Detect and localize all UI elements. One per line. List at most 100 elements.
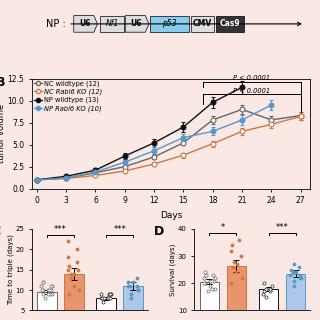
Text: Nf1: Nf1: [105, 20, 119, 28]
Point: [50, 292, 55, 297]
Point: [229, 281, 234, 286]
Point: [135, 287, 140, 292]
Point: [47, 287, 52, 292]
Bar: [259, 289, 278, 320]
Point: [67, 292, 72, 297]
Bar: [64, 274, 84, 320]
Point: [264, 286, 269, 291]
Point: [261, 281, 266, 286]
Point: [125, 284, 131, 289]
Text: B: B: [0, 76, 5, 89]
Point: [107, 296, 112, 301]
Point: [41, 279, 46, 284]
Text: ***: ***: [276, 223, 288, 232]
Point: [208, 278, 213, 283]
Point: [72, 271, 77, 276]
Text: U6: U6: [79, 20, 91, 28]
Point: [291, 284, 296, 289]
Point: [101, 300, 106, 305]
Point: [109, 292, 114, 297]
Point: [76, 267, 81, 272]
Point: [267, 286, 272, 291]
Text: C: C: [0, 225, 1, 238]
Point: [292, 262, 297, 267]
Point: [67, 263, 72, 268]
Point: [229, 243, 234, 248]
Point: [99, 296, 104, 301]
Point: [288, 267, 293, 272]
Point: [296, 264, 301, 269]
Point: [99, 292, 104, 297]
Point: [66, 267, 71, 272]
Point: [39, 287, 44, 292]
Point: [77, 287, 82, 292]
Point: [209, 278, 214, 283]
Y-axis label: Fold change in
tumor volume: Fold change in tumor volume: [0, 103, 6, 164]
Polygon shape: [74, 16, 97, 32]
Bar: [200, 282, 219, 320]
Point: [291, 278, 296, 283]
Point: [234, 262, 239, 267]
Point: [136, 287, 141, 292]
Point: [270, 284, 275, 289]
Point: [231, 264, 236, 269]
Point: [43, 296, 48, 301]
Polygon shape: [125, 16, 149, 32]
Text: P < 0.0001: P < 0.0001: [233, 88, 270, 94]
Point: [129, 296, 134, 301]
Point: [41, 279, 46, 284]
Point: [39, 284, 44, 289]
Point: [211, 278, 216, 283]
Point: [239, 275, 244, 280]
Point: [45, 292, 51, 297]
Point: [134, 275, 139, 280]
Point: [40, 287, 45, 292]
Point: [98, 296, 103, 301]
Point: [126, 279, 131, 284]
Point: [203, 281, 208, 286]
Point: [208, 284, 213, 289]
Point: [45, 287, 51, 292]
Text: Cas9: Cas9: [219, 20, 240, 28]
Point: [293, 270, 298, 275]
Point: [238, 253, 243, 259]
Point: [71, 284, 76, 289]
Point: [105, 296, 110, 301]
Bar: [227, 266, 246, 320]
Point: [201, 275, 206, 280]
Text: NP :: NP :: [46, 19, 66, 29]
Point: [209, 286, 214, 291]
Point: [263, 294, 268, 300]
Point: [203, 270, 208, 275]
Bar: [124, 286, 143, 320]
Point: [231, 259, 236, 264]
Text: *: *: [220, 223, 225, 232]
Point: [49, 287, 54, 292]
Text: D: D: [154, 225, 164, 238]
Point: [298, 275, 303, 280]
X-axis label: Days: Days: [160, 211, 182, 220]
Point: [203, 281, 208, 286]
Point: [261, 289, 267, 294]
Point: [298, 275, 303, 280]
Point: [212, 286, 217, 291]
Legend: NC wildtype (12), NC Rabl6 KO (12), NP wildtype (13), NP Rabl6 KO (10): NC wildtype (12), NC Rabl6 KO (12), NP w…: [33, 80, 103, 112]
Point: [212, 275, 217, 280]
Text: ***: ***: [54, 226, 67, 235]
Bar: [37, 292, 57, 320]
Point: [50, 284, 55, 289]
Point: [129, 292, 134, 297]
Point: [201, 281, 206, 286]
Text: P < 0.0001: P < 0.0001: [233, 76, 270, 81]
Point: [290, 270, 295, 275]
Bar: [96, 298, 116, 320]
Point: [108, 292, 113, 297]
Point: [297, 273, 302, 278]
Point: [211, 273, 216, 278]
Point: [68, 275, 73, 280]
Point: [66, 255, 71, 260]
Point: [260, 292, 266, 297]
Polygon shape: [150, 16, 189, 32]
Text: p53: p53: [163, 20, 177, 28]
Y-axis label: Time to triple (days): Time to triple (days): [7, 234, 14, 305]
